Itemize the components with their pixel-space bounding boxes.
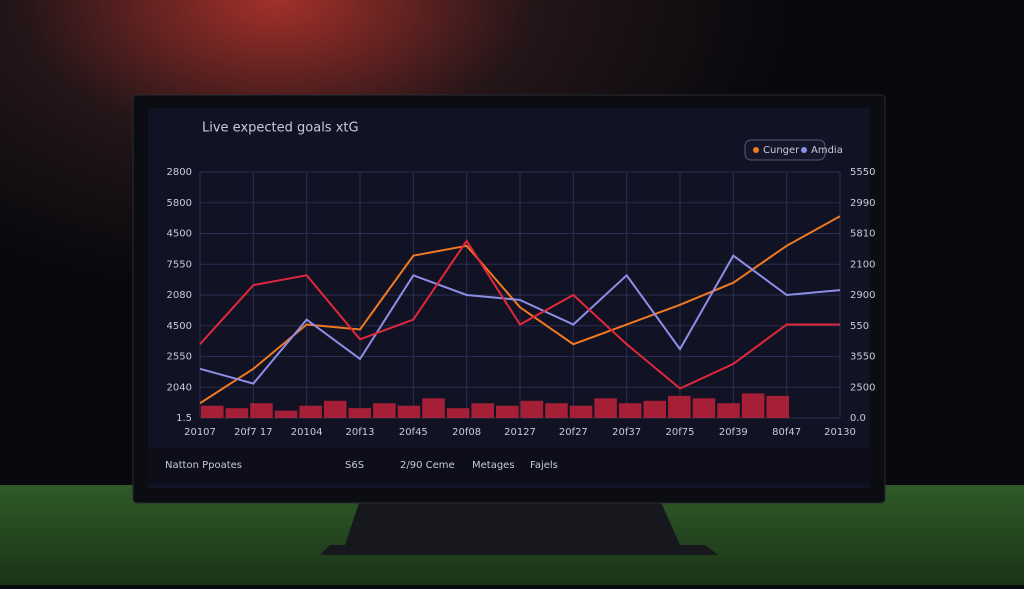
bar xyxy=(717,403,740,418)
bar xyxy=(471,403,494,418)
y2-tick-label: 2990 xyxy=(850,198,875,209)
bar xyxy=(692,398,716,418)
bar xyxy=(520,400,544,418)
y2-tick-label: 550 xyxy=(850,321,869,332)
y-tick-label: 2080 xyxy=(167,290,192,301)
legend xyxy=(744,139,826,161)
y2-tick-label: 5810 xyxy=(850,229,875,240)
series-line xyxy=(199,239,840,390)
x-tick-label: 80f47 xyxy=(772,427,801,438)
y2-tick-label: 3550 xyxy=(850,352,875,363)
bar xyxy=(545,403,568,418)
legend-label: Cunger xyxy=(763,145,800,156)
bar xyxy=(299,405,322,418)
series-line xyxy=(199,254,841,385)
bar xyxy=(618,403,642,418)
footer-item: 2/90 Ceme xyxy=(400,460,455,471)
series-line xyxy=(199,215,841,405)
y2-tick-label: 2100 xyxy=(850,259,875,270)
y2-tick-label: 2500 xyxy=(850,382,875,393)
bar xyxy=(274,410,298,418)
bar xyxy=(422,398,445,418)
bar xyxy=(643,400,667,418)
bar xyxy=(446,408,470,418)
bar xyxy=(668,395,691,418)
x-tick-label: 20f27 xyxy=(559,427,588,438)
y-tick-label: 1.5 xyxy=(176,413,192,424)
legend-swatch xyxy=(801,147,807,153)
bar xyxy=(397,405,421,418)
y2-tick-label: 0.0 xyxy=(850,413,866,424)
bar xyxy=(741,393,765,418)
y-tick-label: 4500 xyxy=(167,229,192,240)
x-tick-label: 20f7 17 xyxy=(234,427,273,438)
legend-swatch xyxy=(753,147,759,153)
x-tick-label: 20107 xyxy=(184,427,216,438)
footer-item: Natton Ppoates xyxy=(165,460,242,471)
bar xyxy=(201,405,224,418)
bar xyxy=(250,403,273,418)
bar xyxy=(569,405,593,418)
bar xyxy=(348,408,372,418)
bar xyxy=(766,395,789,418)
bar xyxy=(225,408,249,418)
x-tick-label: 20f08 xyxy=(452,427,481,438)
footer-item: Metages xyxy=(472,460,515,471)
x-tick-label: 20130 xyxy=(824,427,856,438)
chart-title: Live expected goals xtG xyxy=(202,121,359,136)
y-tick-label: 4500 xyxy=(167,321,192,332)
y-tick-label: 5800 xyxy=(167,198,192,209)
legend-label: Amdia xyxy=(811,145,843,156)
y-tick-label: 2040 xyxy=(167,382,192,393)
bar xyxy=(496,405,519,418)
x-tick-label: 20f13 xyxy=(346,427,375,438)
bar xyxy=(594,398,617,418)
footer-item: Fajels xyxy=(530,460,558,471)
y2-tick-label: 2900 xyxy=(850,290,875,301)
y-tick-label: 7550 xyxy=(167,259,192,270)
x-tick-label: 20f37 xyxy=(612,427,641,438)
y2-tick-label: 5550 xyxy=(850,167,875,178)
stand xyxy=(320,500,718,555)
bar xyxy=(373,403,396,418)
y-tick-label: 2550 xyxy=(167,352,192,363)
x-tick-label: 20104 xyxy=(291,427,323,438)
x-tick-label: 20f39 xyxy=(719,427,748,438)
footer-item: S6S xyxy=(345,460,364,471)
footer-bar xyxy=(148,448,870,484)
bar xyxy=(323,400,347,418)
y-tick-label: 2800 xyxy=(167,167,192,178)
x-tick-label: 20f45 xyxy=(399,427,428,438)
x-tick-label: 20f75 xyxy=(666,427,695,438)
x-tick-label: 20127 xyxy=(504,427,536,438)
